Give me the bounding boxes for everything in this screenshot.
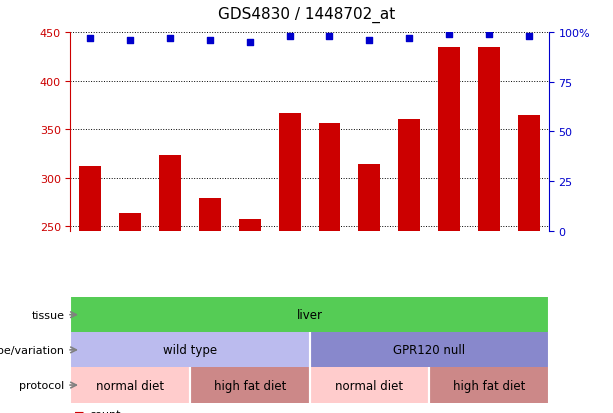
Text: GSM795607: GSM795607	[524, 301, 534, 360]
Bar	[239, 220, 261, 231]
Point	[166, 36, 175, 42]
Point	[86, 36, 96, 42]
Text: GSM795616: GSM795616	[125, 301, 135, 360]
Bar	[279, 113, 300, 231]
Point	[125, 38, 135, 44]
Point	[524, 34, 533, 40]
Bar	[429, 368, 549, 403]
Text: liver: liver	[297, 309, 322, 321]
Bar	[70, 368, 190, 403]
Text: protocol: protocol	[19, 380, 64, 390]
Bar	[120, 214, 141, 231]
Text: GPR120 null: GPR120 null	[393, 344, 465, 356]
Bar	[199, 198, 221, 231]
Bar	[438, 47, 460, 231]
Text: GSM795613: GSM795613	[284, 301, 295, 360]
Bar	[190, 368, 310, 403]
Text: GSM795622: GSM795622	[364, 301, 375, 360]
Text: GSM795620: GSM795620	[324, 301, 335, 360]
Text: tissue: tissue	[31, 310, 64, 320]
Text: ■: ■	[74, 409, 84, 413]
Bar	[159, 156, 181, 231]
Point	[364, 38, 374, 44]
Text: high fat diet: high fat diet	[213, 379, 286, 392]
Text: GSM795611: GSM795611	[245, 301, 255, 360]
Bar	[518, 116, 539, 231]
Bar	[478, 47, 500, 231]
Text: high fat diet: high fat diet	[452, 379, 525, 392]
Text: GSM795624: GSM795624	[404, 301, 414, 360]
Bar	[310, 368, 429, 403]
Text: genotype/variation: genotype/variation	[0, 345, 64, 355]
Point	[405, 36, 414, 42]
Bar	[80, 166, 101, 231]
Bar	[359, 164, 380, 231]
Text: GSM795618: GSM795618	[165, 301, 175, 360]
Point	[325, 34, 335, 40]
Bar	[310, 332, 549, 368]
Point	[205, 38, 215, 44]
Text: wild type: wild type	[163, 344, 217, 356]
Text: normal diet: normal diet	[335, 379, 403, 392]
Text: GSM795614: GSM795614	[85, 301, 96, 360]
Point	[245, 40, 255, 46]
Text: normal diet: normal diet	[96, 379, 164, 392]
Point	[284, 34, 294, 40]
Point	[444, 32, 454, 38]
Bar	[70, 332, 310, 368]
Text: GDS4830 / 1448702_at: GDS4830 / 1448702_at	[218, 7, 395, 23]
Bar	[398, 120, 420, 231]
Text: GSM795609: GSM795609	[205, 301, 215, 360]
Point	[484, 32, 494, 38]
Bar	[319, 124, 340, 231]
Text: GSM795603: GSM795603	[444, 301, 454, 360]
Text: GSM795605: GSM795605	[484, 301, 494, 360]
Text: count: count	[89, 409, 120, 413]
